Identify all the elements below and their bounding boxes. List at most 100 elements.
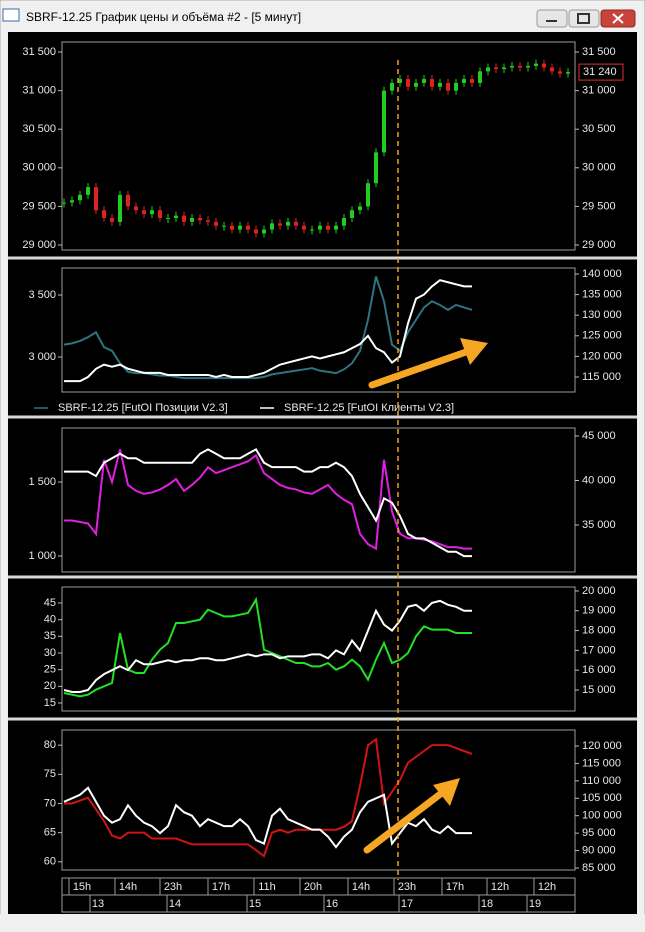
candle bbox=[446, 82, 450, 91]
y2-tick-label: 29 500 bbox=[582, 200, 616, 212]
y2-tick-label: 130 000 bbox=[582, 309, 622, 321]
candle bbox=[238, 225, 242, 230]
y2-tick-label: 15 000 bbox=[582, 684, 616, 696]
series-line bbox=[64, 448, 472, 558]
candle bbox=[198, 217, 202, 221]
y2-tick-label: 120 000 bbox=[582, 350, 622, 362]
candle bbox=[278, 223, 282, 226]
day-label: 16 bbox=[326, 898, 338, 910]
y2-tick-label: 30 000 bbox=[582, 162, 616, 174]
y-tick-label: 3 500 bbox=[28, 289, 56, 301]
y-tick-label: 30 500 bbox=[22, 123, 56, 135]
candle bbox=[318, 225, 322, 230]
annotation-arrow bbox=[363, 778, 460, 854]
y-tick-label: 1 500 bbox=[28, 476, 56, 488]
candle bbox=[486, 67, 490, 72]
candle bbox=[550, 67, 554, 72]
plot-frame bbox=[61, 586, 576, 712]
chart-area bbox=[8, 32, 637, 914]
candle bbox=[326, 225, 330, 230]
candle bbox=[262, 229, 266, 234]
day-label: 17 bbox=[401, 898, 413, 910]
candle bbox=[254, 229, 258, 234]
series-line bbox=[63, 599, 472, 693]
y-tick-label: 20 bbox=[44, 680, 56, 692]
hour-label: 12h bbox=[538, 881, 556, 893]
hour-label: 17h bbox=[212, 881, 230, 893]
candle bbox=[182, 215, 186, 222]
candle bbox=[342, 217, 346, 226]
candle bbox=[86, 187, 90, 195]
day-label: 18 bbox=[481, 898, 493, 910]
candle bbox=[134, 206, 138, 211]
panel-separator bbox=[8, 575, 637, 579]
candle bbox=[422, 79, 426, 83]
price-label-box bbox=[578, 63, 624, 81]
candle bbox=[510, 65, 514, 68]
y-tick-label: 31 000 bbox=[22, 85, 56, 97]
candle bbox=[430, 79, 434, 87]
day-label: 13 bbox=[92, 898, 104, 910]
y-tick-label: 3 000 bbox=[28, 351, 56, 363]
panel-separator bbox=[8, 256, 637, 260]
y-tick-label: 40 bbox=[44, 614, 56, 626]
candle bbox=[206, 220, 210, 222]
candle bbox=[478, 71, 482, 83]
candle bbox=[494, 67, 498, 70]
series-line bbox=[63, 596, 472, 698]
candle bbox=[414, 82, 418, 87]
y2-tick-label: 31 500 bbox=[582, 46, 616, 58]
y-tick-label: 29 000 bbox=[22, 239, 56, 251]
y2-tick-label: 30 500 bbox=[582, 123, 616, 135]
hour-label: 17h bbox=[446, 881, 464, 893]
hour-label: 20h bbox=[304, 881, 322, 893]
candle bbox=[502, 67, 506, 70]
y-tick-label: 31 500 bbox=[22, 46, 56, 58]
arrow-shaft bbox=[368, 348, 470, 389]
y-tick-label: 70 bbox=[44, 797, 56, 809]
candle bbox=[374, 152, 378, 184]
candle bbox=[406, 79, 410, 87]
y-tick-label: 30 000 bbox=[22, 162, 56, 174]
y2-tick-label: 45 000 bbox=[582, 430, 616, 442]
minimize-button[interactable] bbox=[536, 9, 568, 28]
hour-label: 23h bbox=[164, 881, 182, 893]
candle bbox=[166, 217, 170, 219]
y2-tick-label: 115 000 bbox=[582, 371, 621, 383]
candle bbox=[462, 79, 466, 83]
plot-frame bbox=[61, 41, 576, 251]
maximize-button[interactable] bbox=[568, 9, 600, 28]
plot-frame bbox=[61, 729, 576, 871]
close-icon bbox=[612, 13, 624, 24]
arrow-head bbox=[460, 338, 488, 365]
y2-tick-label: 110 000 bbox=[582, 775, 621, 787]
candle bbox=[358, 206, 362, 211]
candle bbox=[118, 194, 122, 222]
maximize-icon bbox=[577, 13, 590, 24]
candle bbox=[350, 210, 354, 218]
window-title: SBRF-12.25 График цены и объёма #2 - [5 … bbox=[26, 10, 301, 24]
y2-tick-label: 95 000 bbox=[582, 827, 616, 839]
candle bbox=[470, 79, 474, 83]
y2-tick-label: 105 000 bbox=[582, 792, 622, 804]
legend-label: SBRF-12.25 [FutOI Позиции V2.3] bbox=[58, 402, 228, 414]
candle bbox=[126, 194, 130, 207]
y2-tick-label: 29 000 bbox=[582, 239, 616, 251]
candle bbox=[534, 63, 538, 66]
candle bbox=[294, 221, 298, 226]
candle bbox=[454, 82, 458, 91]
y2-tick-label: 90 000 bbox=[582, 844, 616, 856]
hour-label: 14h bbox=[352, 881, 370, 893]
hour-label: 14h bbox=[119, 881, 137, 893]
hour-label: 23h bbox=[398, 881, 416, 893]
arrow-shaft bbox=[363, 788, 447, 854]
candle bbox=[158, 210, 162, 218]
candle bbox=[438, 82, 442, 87]
candle bbox=[70, 200, 74, 203]
y-tick-label: 1 000 bbox=[28, 550, 56, 562]
candle bbox=[366, 183, 370, 207]
candle bbox=[270, 223, 274, 230]
y2-tick-label: 85 000 bbox=[582, 862, 616, 874]
